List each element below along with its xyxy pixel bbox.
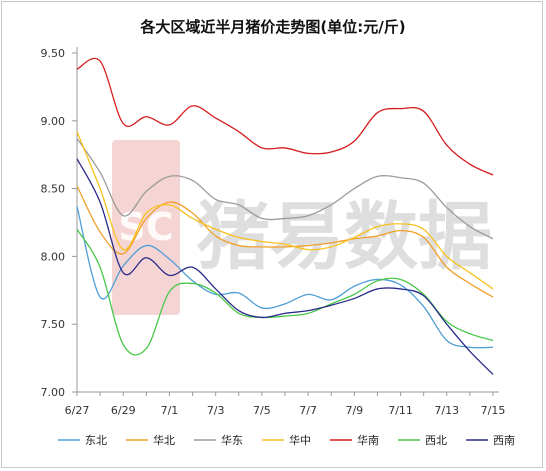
y-tick-label: 9.50 (41, 47, 66, 60)
y-tick-label: 7.00 (41, 386, 66, 399)
series-line-西北 (76, 228, 494, 356)
legend-label: 华南 (357, 433, 379, 447)
y-tick-label: 9.00 (41, 115, 66, 128)
y-tick-label: 8.00 (41, 250, 66, 263)
watermark-logo-text: SC (118, 205, 173, 249)
chart-legend: 东北 华北 华东 华中 华南 西北 西南 (58, 433, 515, 447)
chart-series (76, 57, 494, 375)
legend-label: 华北 (153, 433, 175, 447)
x-tick-label: 7/5 (253, 404, 271, 417)
series-line-华东 (76, 138, 494, 240)
chart-axes: 7.00 7.50 8.00 8.50 9.00 9.50 6/27 6/29 7/1 7/3 7/… (41, 47, 506, 417)
x-tick-label: 7/7 (299, 404, 317, 417)
series-line-西南 (76, 158, 494, 375)
legend-label: 东北 (85, 434, 107, 447)
x-tick-label: 7/3 (207, 404, 225, 417)
x-tick-label: 6/29 (111, 404, 136, 417)
x-tick-label: 7/15 (481, 404, 506, 417)
y-tick-label: 7.50 (41, 318, 66, 331)
watermark-text: 猪易数据 (196, 194, 492, 280)
series-line-东北 (76, 206, 494, 349)
x-tick-label: 7/13 (434, 404, 459, 417)
series-line-华南 (76, 57, 494, 176)
y-tick-label: 8.50 (41, 183, 66, 196)
series-line-华中 (76, 131, 494, 290)
x-tick-label: 7/1 (161, 404, 179, 417)
legend-label: 华中 (289, 433, 311, 447)
x-tick-label: 6/27 (65, 404, 90, 417)
legend-label: 西北 (425, 434, 447, 447)
series-line-华北 (76, 185, 494, 298)
watermark: SC 猪易数据 (112, 140, 492, 315)
x-tick-label: 7/11 (388, 404, 413, 417)
chart-title: 各大区域近半月猪价走势图(单位:元/斤) (139, 18, 405, 36)
x-tick-label: 7/9 (345, 404, 363, 417)
legend-label: 西南 (493, 434, 515, 447)
legend-label: 华东 (221, 433, 243, 447)
